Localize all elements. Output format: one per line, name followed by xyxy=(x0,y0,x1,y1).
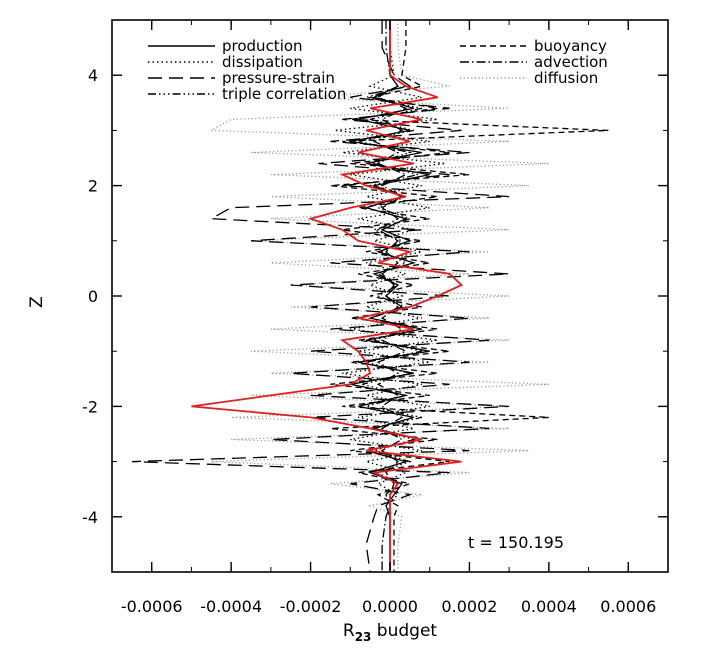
x-tick-label: -0.0006 xyxy=(121,597,183,616)
series-line-buoyancy xyxy=(330,20,609,572)
y-axis-label: Z xyxy=(27,296,47,308)
legend-label-production: production xyxy=(222,37,303,55)
series-line-diffusion xyxy=(208,20,549,572)
legend-label-dissipation: dissipation xyxy=(222,53,303,71)
series-line-red-unlabeled xyxy=(191,20,464,572)
y-tick-label: -2 xyxy=(82,397,98,416)
legend: productiondissipationpressure-straintrip… xyxy=(148,37,608,103)
y-tick-label: 4 xyxy=(88,66,98,85)
legend-label-pressure-strain: pressure-strain xyxy=(222,69,335,87)
x-axis-label-main: R xyxy=(343,621,355,641)
x-tick-label: -0.0002 xyxy=(280,597,342,616)
y-tick-label: -4 xyxy=(82,508,98,527)
x-tick-label: -0.0004 xyxy=(200,597,262,616)
series-line-production xyxy=(350,20,430,572)
ticks-layer: -0.0006 -0.0004 -0.0002 0.0000 0.0002 0.0004 0… xyxy=(82,19,669,616)
x-axis-label-subscript: 23 xyxy=(355,630,372,644)
x-axis-label-suffix: budget xyxy=(371,621,437,641)
legend-label-buoyancy: buoyancy xyxy=(534,37,607,55)
legend-label-triple-correlation: triple correlation xyxy=(222,85,346,103)
series-line-pressure-strain xyxy=(131,20,510,572)
time-annotation: t = 150.195 xyxy=(468,533,564,552)
legend-label-diffusion: diffusion xyxy=(534,69,598,87)
x-tick-label: 0.0002 xyxy=(441,597,497,616)
y-tick-label: 2 xyxy=(88,177,98,196)
series-line-dissipation xyxy=(334,20,446,572)
series-layer xyxy=(131,20,609,572)
x-tick-label: 0.0000 xyxy=(362,597,418,616)
x-tick-label: 0.0006 xyxy=(600,597,656,616)
x-tick-label: 0.0004 xyxy=(521,597,577,616)
legend-label-advection: advection xyxy=(534,53,608,71)
y-tick-label: 0 xyxy=(88,287,98,306)
x-axis-label: R23 budget xyxy=(343,621,438,644)
